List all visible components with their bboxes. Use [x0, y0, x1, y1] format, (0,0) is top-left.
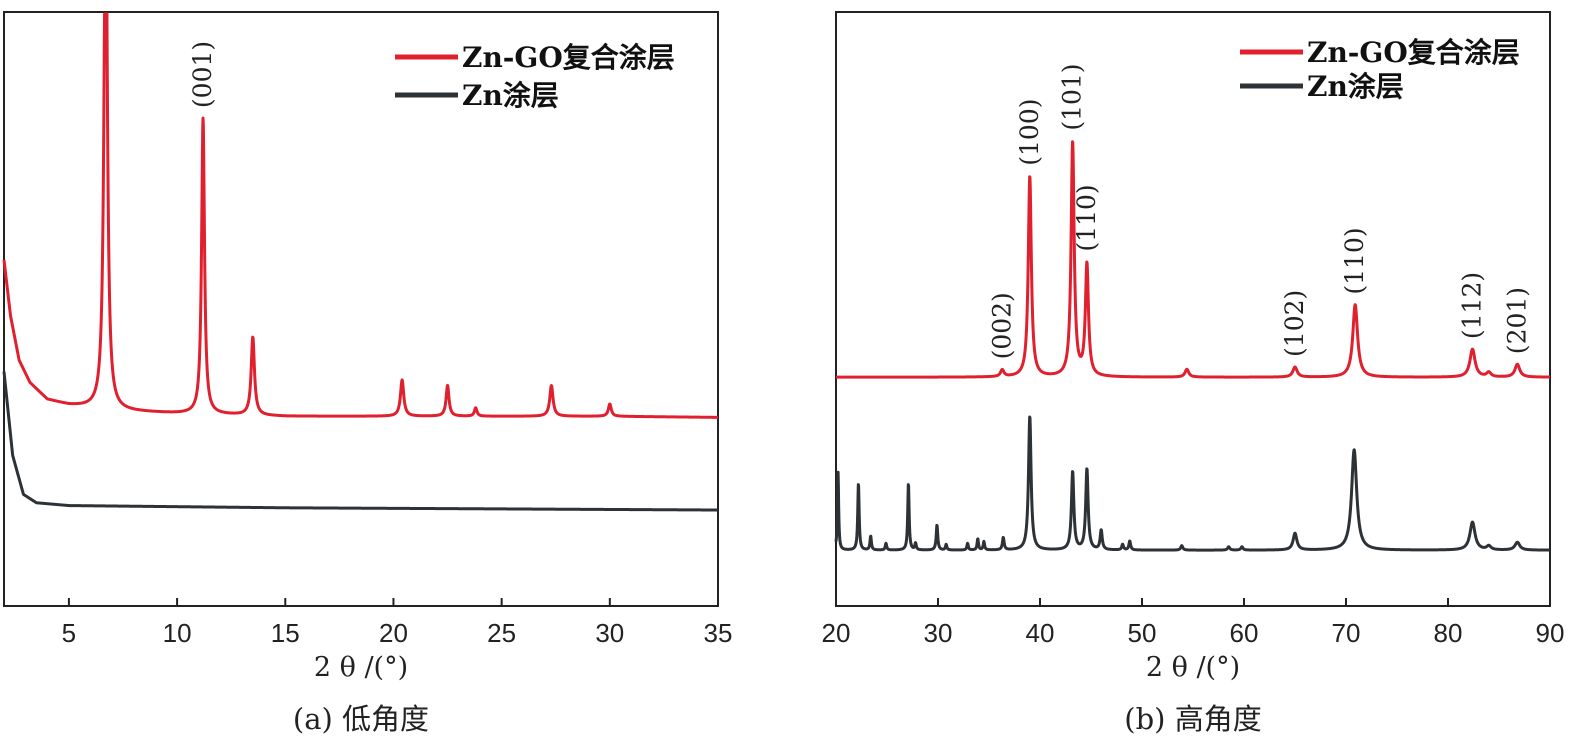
x-tick-label-a-6: 35 — [704, 618, 733, 648]
plot-frame-a — [3, 11, 719, 607]
series-line-b-0 — [834, 140, 1552, 379]
peak-label-b-4: (102) — [1280, 290, 1309, 357]
legend-label-b-0: Zn-GO复合涂层 — [1307, 36, 1520, 69]
peak-label-b-1: (100) — [1015, 99, 1044, 166]
caption-a: (a) 低角度 — [293, 702, 429, 736]
x-tick-label-a-4: 25 — [487, 618, 516, 648]
legend-label-a-1: Zn涂层 — [462, 79, 559, 112]
series-line-a-1 — [2, 371, 720, 512]
peak-label-a-0: (001) — [188, 41, 217, 108]
peak-label-b-0: (002) — [987, 292, 1016, 359]
x-ticks-a: 5 10 15 20 25 30 35 — [62, 598, 733, 648]
x-tick-label-a-0: 5 — [62, 618, 76, 648]
x-tick-label-a-3: 20 — [379, 618, 408, 648]
x-tick-label-b-6: 80 — [1434, 618, 1463, 648]
x-tick-label-b-4: 60 — [1230, 618, 1259, 648]
x-axis-title-b: 2 θ /(°) — [1146, 652, 1240, 683]
peak-label-b-3: (110) — [1072, 184, 1101, 251]
x-ticks-b: 20 30 40 50 60 70 80 90 — [822, 598, 1565, 648]
x-tick-label-b-1: 30 — [924, 618, 953, 648]
series-line-b-1 — [834, 415, 1552, 552]
peak-label-b-5: (110) — [1340, 227, 1369, 294]
peak-label-b-7: (201) — [1502, 287, 1531, 354]
x-tick-label-b-2: 40 — [1026, 618, 1055, 648]
caption-b: (b) 高角度 — [1124, 702, 1261, 736]
x-tick-label-b-7: 90 — [1536, 618, 1565, 648]
peak-label-b-6: (112) — [1457, 272, 1486, 339]
series-group-a — [2, 12, 720, 512]
x-tick-label-a-5: 30 — [595, 618, 624, 648]
legend-a: Zn-GO复合涂层 Zn涂层 — [395, 41, 675, 112]
legend-label-a-0: Zn-GO复合涂层 — [462, 41, 675, 74]
peak-labels-a: (001) — [188, 41, 217, 108]
x-tick-label-b-3: 50 — [1128, 618, 1157, 648]
x-tick-label-b-0: 20 — [822, 618, 851, 648]
x-tick-label-b-5: 70 — [1332, 618, 1361, 648]
legend-label-b-1: Zn涂层 — [1307, 70, 1404, 103]
panel-b: 20 30 40 50 60 70 80 90 (002) (100) (101) (110) (10… — [822, 11, 1565, 736]
panel-a: 5 10 15 20 25 30 35 (001) Zn-GO复合涂层 Zn涂层 2 θ /… — [2, 11, 733, 736]
legend-b: Zn-GO复合涂层 Zn涂层 — [1240, 36, 1520, 103]
x-axis-title-a: 2 θ /(°) — [314, 652, 408, 683]
peak-labels-b: (002) (100) (101) (110) (102) (110) (112) (201) — [987, 63, 1531, 359]
plot-frame-b — [835, 11, 1551, 607]
series-line-a-0 — [2, 12, 720, 419]
x-tick-label-a-1: 10 — [163, 618, 192, 648]
x-tick-label-a-2: 15 — [271, 618, 300, 648]
series-group-b — [834, 140, 1552, 552]
peak-label-b-2: (101) — [1058, 63, 1087, 130]
